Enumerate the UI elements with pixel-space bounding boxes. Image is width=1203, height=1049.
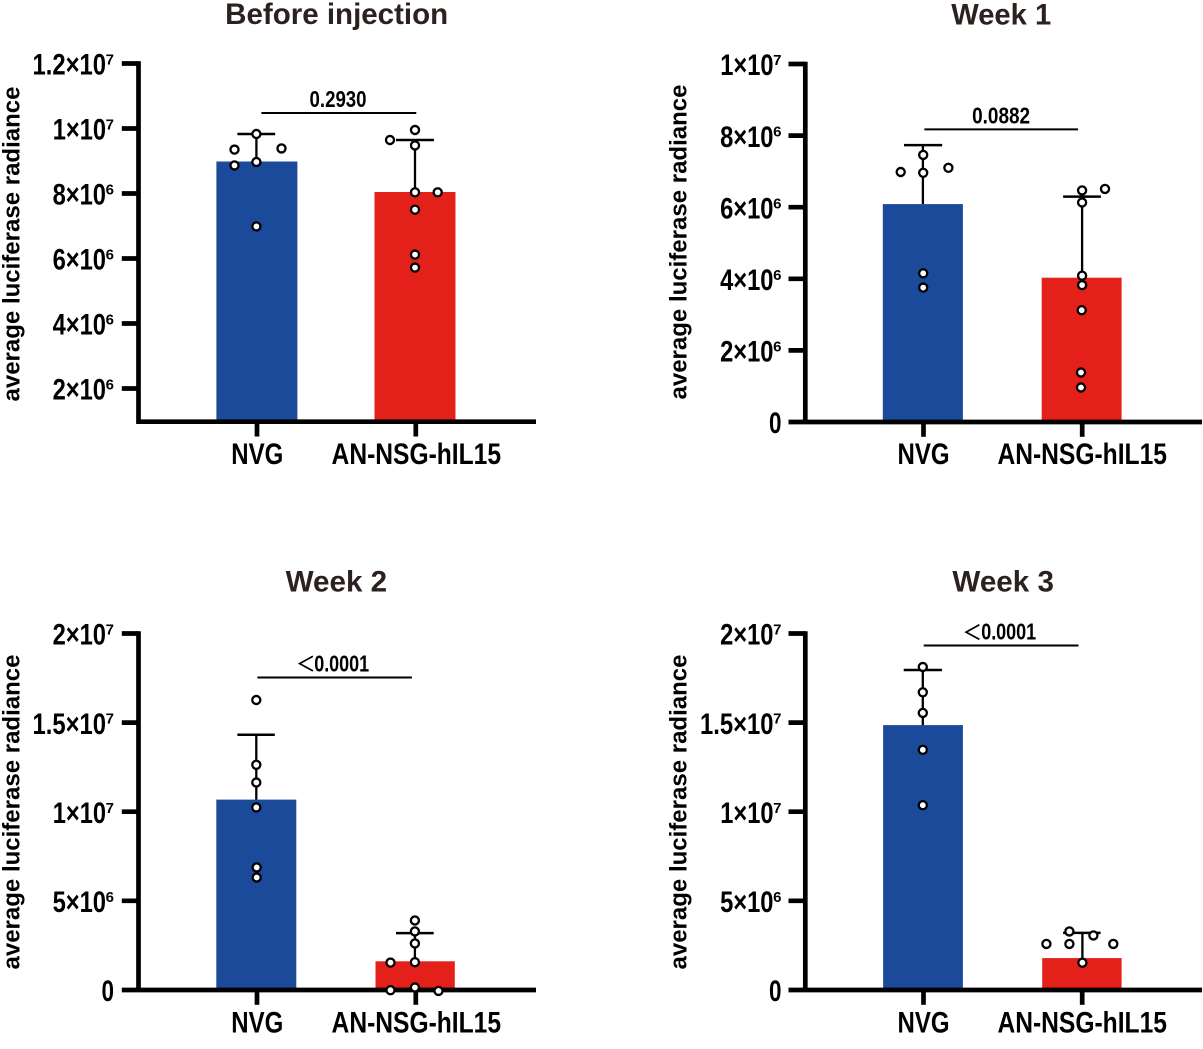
svg-text:6: 6 <box>773 124 781 141</box>
svg-text:6: 6 <box>773 267 781 284</box>
svg-text:6: 6 <box>773 339 781 356</box>
svg-text:1×10: 1×10 <box>720 49 773 82</box>
svg-text:Before injection: Before injection <box>225 0 448 31</box>
svg-text:0.0001: 0.0001 <box>314 650 369 676</box>
svg-text:Week 1: Week 1 <box>951 0 1051 32</box>
svg-text:1×10: 1×10 <box>53 114 106 147</box>
svg-text:7: 7 <box>106 52 114 69</box>
svg-text:2×10: 2×10 <box>720 336 773 369</box>
svg-text:1×10: 1×10 <box>720 797 773 830</box>
svg-text:0.0882: 0.0882 <box>972 102 1030 128</box>
svg-text:average luciferase radiance: average luciferase radiance <box>0 87 26 402</box>
svg-text:0.0001: 0.0001 <box>981 618 1036 644</box>
svg-text:5×10: 5×10 <box>720 886 773 919</box>
svg-text:7: 7 <box>773 711 781 728</box>
svg-text:6×10: 6×10 <box>720 192 773 225</box>
svg-text:Week 3: Week 3 <box>952 565 1054 598</box>
svg-text:7: 7 <box>106 711 114 728</box>
svg-text:0: 0 <box>769 407 782 440</box>
svg-text:0: 0 <box>102 975 115 1008</box>
svg-text:2×10: 2×10 <box>720 619 773 652</box>
svg-text:1.2×10: 1.2×10 <box>33 49 107 82</box>
svg-text:average luciferase radiance: average luciferase radiance <box>0 655 26 970</box>
svg-text:NVG: NVG <box>898 438 950 471</box>
svg-text:7: 7 <box>773 622 781 639</box>
svg-text:1.5×10: 1.5×10 <box>33 708 107 741</box>
svg-text:6: 6 <box>106 312 114 329</box>
svg-text:1×10: 1×10 <box>53 797 106 830</box>
svg-text:AN-NSG-hIL15: AN-NSG-hIL15 <box>332 1006 502 1039</box>
svg-text:4×10: 4×10 <box>53 309 106 342</box>
svg-text:6: 6 <box>773 195 781 212</box>
svg-text:AN-NSG-hIL15: AN-NSG-hIL15 <box>997 1006 1167 1039</box>
svg-text:NVG: NVG <box>898 1006 950 1039</box>
svg-text:7: 7 <box>773 52 781 69</box>
svg-text:8×10: 8×10 <box>720 121 773 154</box>
svg-text:7: 7 <box>106 622 114 639</box>
svg-text:average luciferase radiance: average luciferase radiance <box>665 655 692 970</box>
svg-text:6: 6 <box>106 247 114 264</box>
svg-text:average luciferase radiance: average luciferase radiance <box>665 85 692 400</box>
svg-text:2×10: 2×10 <box>53 619 106 652</box>
svg-text:4×10: 4×10 <box>720 264 773 297</box>
svg-text:1.5×10: 1.5×10 <box>700 708 774 741</box>
svg-text:7: 7 <box>773 800 781 817</box>
svg-text:6: 6 <box>106 182 114 199</box>
svg-text:6: 6 <box>106 377 114 394</box>
svg-text:NVG: NVG <box>231 438 283 471</box>
svg-text:AN-NSG-hIL15: AN-NSG-hIL15 <box>332 438 502 471</box>
svg-text:7: 7 <box>106 117 114 134</box>
svg-text:Week 2: Week 2 <box>286 565 388 598</box>
svg-text:AN-NSG-hIL15: AN-NSG-hIL15 <box>997 438 1167 471</box>
svg-text:NVG: NVG <box>231 1006 283 1039</box>
svg-text:0.2930: 0.2930 <box>310 86 367 112</box>
svg-text:8×10: 8×10 <box>53 179 106 212</box>
svg-text:5×10: 5×10 <box>53 886 106 919</box>
svg-text:6: 6 <box>773 889 781 906</box>
svg-text:0: 0 <box>769 975 782 1008</box>
svg-text:7: 7 <box>106 800 114 817</box>
svg-text:6×10: 6×10 <box>53 244 106 277</box>
svg-text:2×10: 2×10 <box>53 374 106 407</box>
svg-text:6: 6 <box>106 889 114 906</box>
